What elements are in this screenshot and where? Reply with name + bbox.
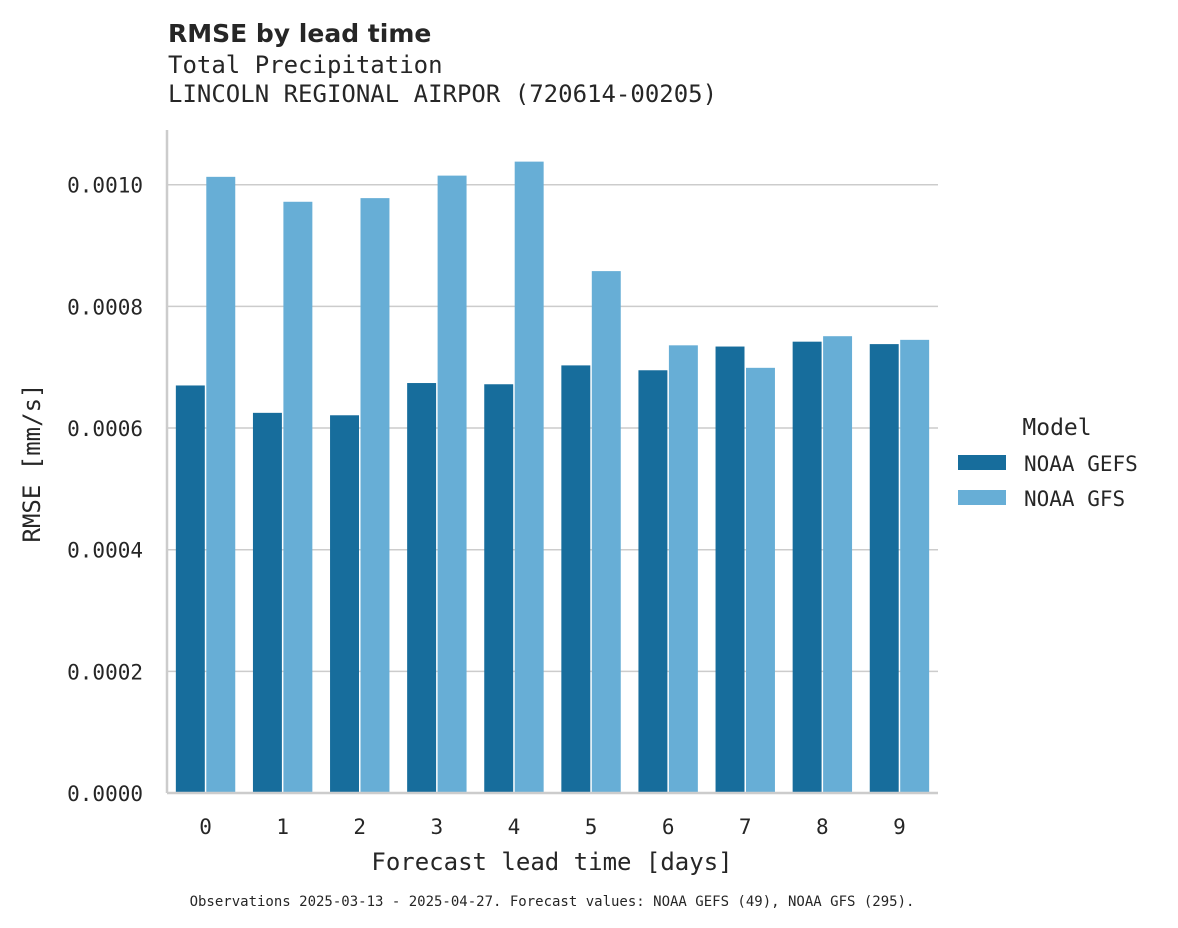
bar-noaa-gefs-1 bbox=[252, 412, 282, 793]
bar-noaa-gefs-0 bbox=[175, 385, 205, 793]
bar-noaa-gefs-6 bbox=[638, 370, 668, 793]
y-tick-label: 0.0002 bbox=[67, 660, 143, 684]
bar-noaa-gfs-6 bbox=[668, 345, 698, 793]
y-tick-label: 0.0000 bbox=[67, 782, 143, 806]
bar-noaa-gefs-2 bbox=[330, 415, 359, 793]
bar-noaa-gfs-2 bbox=[360, 198, 390, 794]
x-tick-label: 2 bbox=[353, 815, 366, 839]
x-axis-label: Forecast lead time [days] bbox=[371, 848, 732, 876]
bar-noaa-gefs-7 bbox=[715, 346, 745, 793]
legend-swatch-noaa-gefs bbox=[958, 455, 1006, 470]
grid-lines bbox=[167, 183, 938, 673]
bar-noaa-gefs-8 bbox=[792, 341, 822, 793]
bar-noaa-gfs-7 bbox=[746, 367, 775, 793]
chart-subtitle-line-1: Total Precipitation bbox=[168, 51, 443, 79]
bar-noaa-gefs-3 bbox=[407, 383, 437, 793]
legend-label-noaa-gfs: NOAA GFS bbox=[1024, 487, 1125, 511]
footnote: Observations 2025-03-13 - 2025-04-27. Fo… bbox=[190, 894, 915, 910]
x-tick-label: 9 bbox=[893, 815, 906, 839]
chart-title: RMSE by lead time bbox=[168, 19, 431, 48]
bar-noaa-gfs-1 bbox=[283, 201, 313, 794]
x-tick-label: 5 bbox=[585, 815, 598, 839]
x-tick-label: 4 bbox=[508, 815, 521, 839]
x-tick-label: 6 bbox=[662, 815, 675, 839]
bar-noaa-gfs-8 bbox=[823, 336, 853, 793]
bar-noaa-gfs-0 bbox=[206, 176, 236, 793]
y-tick-label: 0.0006 bbox=[67, 417, 143, 441]
x-tick-label: 0 bbox=[199, 815, 212, 839]
bar-noaa-gefs-5 bbox=[561, 365, 591, 793]
x-tick-label: 3 bbox=[431, 815, 444, 839]
x-tick-labels: 0 1 2 3 4 5 6 7 8 9 bbox=[199, 815, 906, 839]
legend-label-noaa-gefs: NOAA GEFS bbox=[1024, 452, 1138, 476]
y-tick-label: 0.0008 bbox=[67, 295, 143, 319]
x-tick-label: 8 bbox=[816, 815, 829, 839]
bars bbox=[175, 161, 930, 794]
bar-noaa-gfs-3 bbox=[437, 175, 467, 793]
bar-noaa-gfs-5 bbox=[591, 271, 621, 793]
bar-noaa-gefs-9 bbox=[869, 344, 899, 793]
x-tick-label: 1 bbox=[276, 815, 289, 839]
x-tick-label: 7 bbox=[739, 815, 752, 839]
bar-noaa-gfs-9 bbox=[900, 339, 930, 793]
legend-swatch-noaa-gfs bbox=[958, 490, 1006, 505]
chart-subtitle-line-2: LINCOLN REGIONAL AIRPOR (720614-00205) bbox=[168, 80, 717, 108]
bar-noaa-gfs-4 bbox=[514, 161, 544, 793]
y-tick-labels: 0.0000 0.0002 0.0004 0.0006 0.0008 0.0010 bbox=[67, 174, 143, 806]
y-tick-label: 0.0010 bbox=[67, 174, 143, 198]
legend-title: Model bbox=[1022, 415, 1091, 441]
bar-noaa-gefs-4 bbox=[484, 384, 514, 793]
legend: Model NOAA GEFS NOAA GFS bbox=[958, 415, 1138, 511]
y-tick-label: 0.0004 bbox=[67, 539, 143, 563]
y-axis-label: RMSE [mm/s] bbox=[18, 384, 46, 543]
